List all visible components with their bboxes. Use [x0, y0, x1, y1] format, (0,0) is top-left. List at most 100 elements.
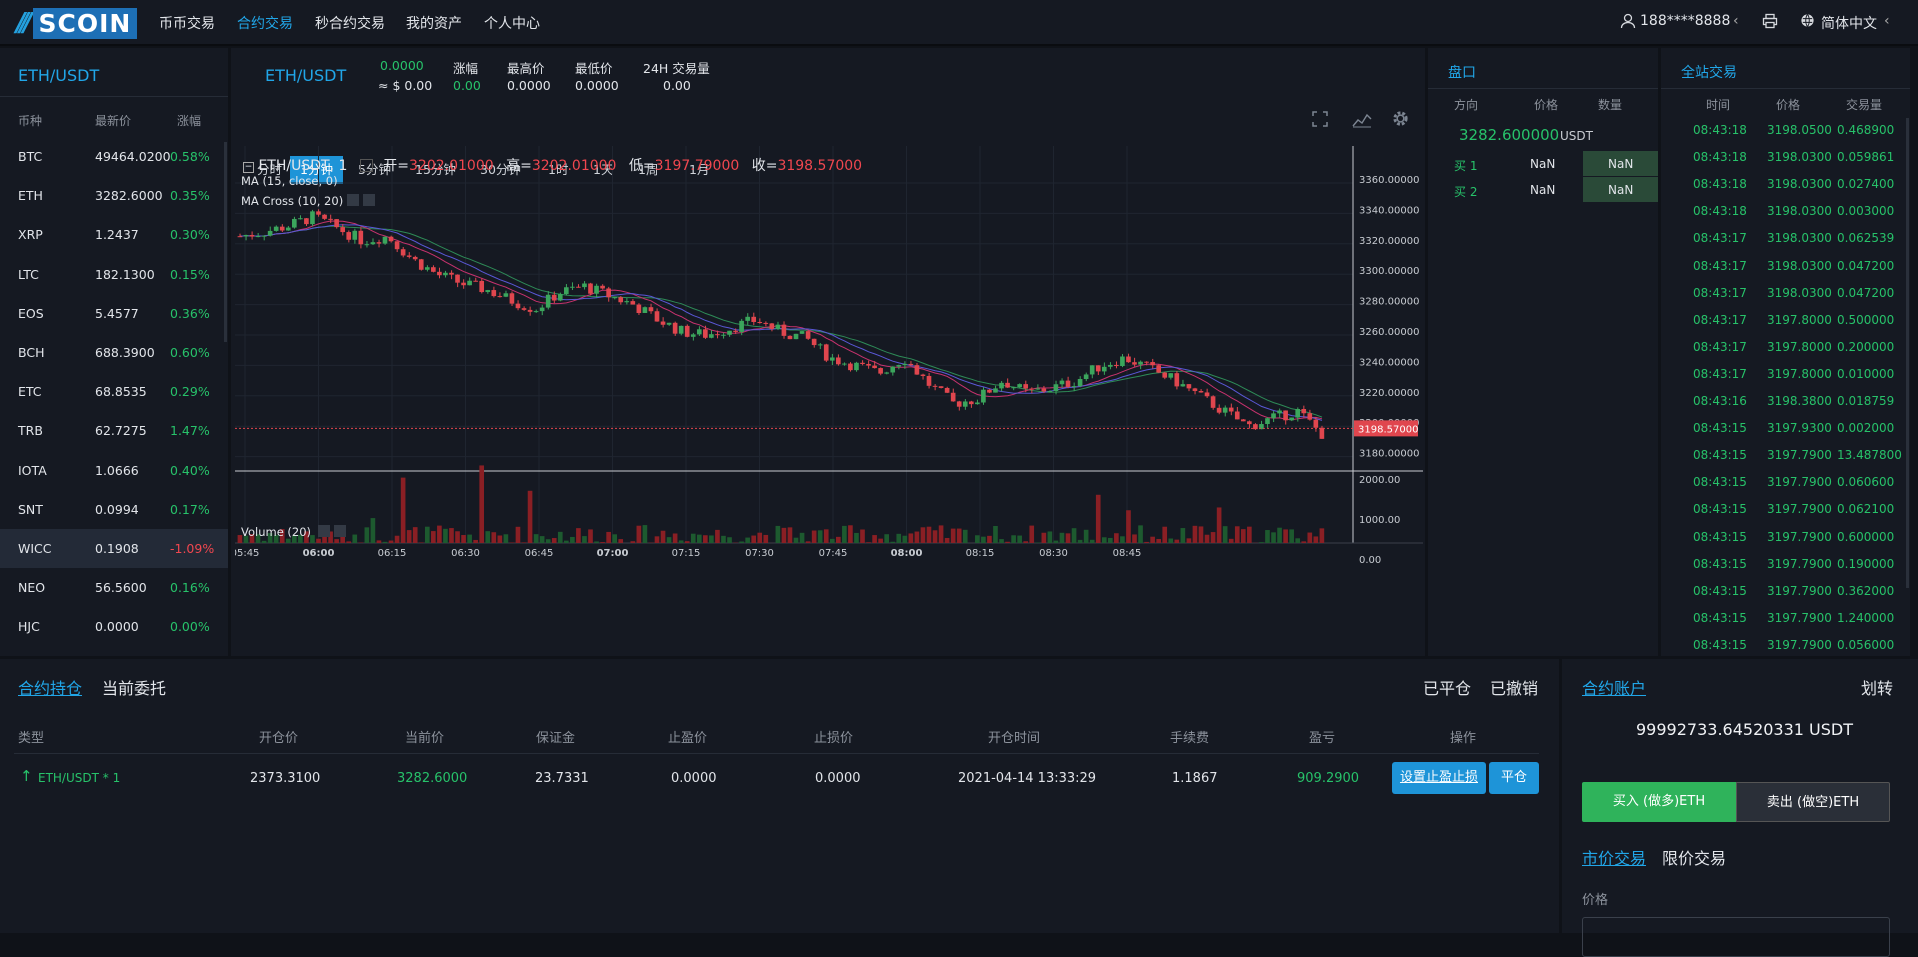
macross-close-icon[interactable] — [363, 194, 375, 206]
coin-name: SNT — [18, 502, 43, 517]
volume-bar — [909, 533, 914, 543]
volume-bar — [872, 535, 877, 543]
nav-my-assets[interactable]: 我的资产 — [406, 13, 462, 33]
nav-personal-center[interactable]: 个人中心 — [484, 13, 540, 33]
tab-cancelled[interactable]: 已撤销 — [1490, 675, 1538, 699]
candle-body — [1277, 411, 1282, 414]
nav-contract-trading[interactable]: 合约交易 — [237, 13, 293, 33]
trade-time: 08:43:15 — [1693, 557, 1747, 571]
logo[interactable]: /// SCOIN — [16, 6, 137, 40]
nav-spot-trading[interactable]: 币币交易 — [159, 13, 215, 33]
candle-body — [1126, 357, 1131, 363]
candle-body — [1229, 408, 1234, 412]
candle-body — [443, 273, 448, 275]
trade-volume: 0.059861 — [1837, 150, 1894, 164]
volume-indicator-label[interactable]: Volume (20) — [241, 525, 311, 539]
tab-market-order[interactable]: 市价交易 — [1582, 845, 1646, 869]
volume-bar — [921, 527, 926, 543]
candle-body — [389, 237, 394, 242]
candle-body — [322, 215, 327, 219]
fullscreen-icon[interactable] — [1311, 110, 1329, 132]
volume-bar — [933, 530, 938, 543]
candle-body — [280, 227, 285, 231]
coin-change: 0.30% — [170, 227, 210, 242]
candle-body — [999, 383, 1004, 389]
volume-bar — [504, 534, 509, 543]
trade-price: 3198.0300 — [1767, 204, 1832, 218]
candle-body — [1011, 387, 1016, 388]
legend-symbol: ETH/USDT, 1 — [258, 158, 347, 174]
candlestick-chart[interactable]: 3360.000003340.000003320.000003300.00000… — [235, 146, 1423, 654]
candle-body — [485, 290, 490, 292]
indicator-icon[interactable] — [1352, 110, 1372, 132]
print-icon[interactable] — [1762, 13, 1778, 33]
time-tick-label: 08:45 — [1113, 548, 1142, 559]
candle-body — [298, 218, 303, 219]
ma-indicator-label[interactable]: MA (15, close, 0) — [241, 174, 338, 188]
nav-second-contract[interactable]: 秒合约交易 — [315, 13, 385, 33]
account-title[interactable]: 合约账户 — [1582, 675, 1646, 699]
candle-body — [878, 368, 883, 374]
low-value: 0.0000 — [575, 78, 619, 93]
trade-price: 3197.8000 — [1767, 367, 1832, 381]
buy-long-button[interactable]: 买入 (做多)ETH — [1582, 782, 1736, 822]
macross-indicator-label[interactable]: MA Cross (10, 20) — [241, 194, 343, 208]
tab-current-orders[interactable]: 当前委托 — [102, 675, 166, 699]
set-tp-sl-button[interactable]: 设置止盈止损 — [1392, 762, 1486, 794]
candle-body — [830, 357, 835, 360]
volume-bar — [939, 525, 944, 543]
candle-body — [1295, 409, 1300, 418]
user-account[interactable]: 188****8888 — [1640, 13, 1730, 29]
candle-body — [461, 283, 466, 286]
volume-bar — [957, 529, 962, 543]
candle-body — [1096, 365, 1101, 371]
tab-limit-order[interactable]: 限价交易 — [1662, 845, 1726, 869]
sell-short-button[interactable]: 卖出 (做空)ETH — [1736, 782, 1890, 822]
tab-contract-positions[interactable]: 合约持仓 — [18, 675, 82, 699]
volume-bar — [727, 537, 732, 543]
trade-volume: 0.010000 — [1837, 367, 1894, 381]
volume-bar — [1072, 528, 1077, 543]
candle-body — [334, 219, 339, 227]
volume-settings-icon[interactable] — [318, 525, 330, 537]
price-tick-label: 3340.00000 — [1359, 205, 1419, 216]
settings-gear-icon[interactable] — [1391, 109, 1410, 132]
candle-body — [1174, 373, 1179, 386]
volume-bar — [612, 534, 617, 543]
price-input[interactable] — [1582, 917, 1890, 957]
language-dropdown-icon[interactable]: ‹ — [1884, 13, 1890, 29]
candle-body — [806, 331, 811, 339]
pos-col-stop-loss: 止损价 — [814, 727, 853, 746]
transfer-link[interactable]: 划转 — [1861, 675, 1893, 699]
close-position-button[interactable]: 平仓 — [1489, 762, 1539, 794]
volume-close-icon[interactable] — [334, 525, 346, 537]
language-selector[interactable]: 简体中文 — [1821, 13, 1877, 33]
volume-bar — [630, 541, 635, 543]
coin-change: 0.17% — [170, 502, 210, 517]
user-dropdown-icon[interactable]: ‹ — [1733, 13, 1739, 29]
candle-body — [794, 334, 799, 339]
volume-bar — [1156, 539, 1161, 543]
candle-body — [655, 311, 660, 321]
legend-settings-icon[interactable] — [360, 159, 373, 172]
tab-closed[interactable]: 已平仓 — [1423, 675, 1471, 699]
candle-body — [588, 284, 593, 294]
time-tick-label: 06:00 — [303, 548, 335, 559]
candle-body — [939, 386, 944, 388]
macross-settings-icon[interactable] — [347, 194, 359, 206]
collapse-legend-icon[interactable]: − — [243, 162, 254, 173]
candle-body — [969, 401, 974, 404]
